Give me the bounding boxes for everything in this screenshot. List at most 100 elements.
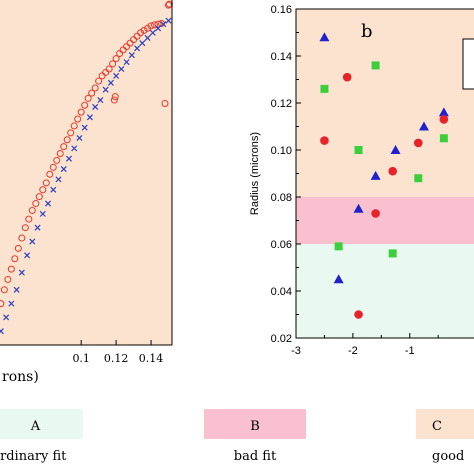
panel-a-circle-point xyxy=(21,224,29,232)
panel-b-triangle-point xyxy=(390,145,401,154)
panel-a-circle-point xyxy=(42,179,50,187)
panel-a-circle-point xyxy=(49,163,57,171)
panel-a-x-tick-label: 0.14 xyxy=(139,352,164,365)
panel-b-legend-box-edge xyxy=(462,38,474,90)
panel-b-y-tick-label: 0.04 xyxy=(271,286,292,298)
panel-b-circle-point xyxy=(413,138,423,148)
panel-a-cross-point xyxy=(8,300,15,307)
panel-a-circle-point xyxy=(67,129,75,137)
panel-b-square-point xyxy=(388,249,397,258)
panel-a-cross-point xyxy=(65,155,72,162)
panel-b-square-point xyxy=(414,174,423,183)
panel-b-circle-point xyxy=(439,115,449,124)
panel-a-circle-point xyxy=(0,286,8,294)
panel-b-circle-point xyxy=(342,72,352,82)
panel-a-circle-point xyxy=(32,200,40,208)
panel-b-triangle-point xyxy=(319,32,330,42)
legend-text-b: bad fit xyxy=(234,449,277,464)
panel-a-circle-point xyxy=(11,255,19,263)
panel-a-x-ticks: 0.1 0.12 0.14 xyxy=(72,340,163,365)
panel-a-circle-point xyxy=(111,93,119,101)
panel-b-triangle-point xyxy=(353,203,364,213)
panel-a-cross-point xyxy=(71,145,78,152)
panel-a-cross-point xyxy=(128,52,135,59)
panel-a-circle-point xyxy=(46,170,54,178)
panel-b: 0.020.040.060.080.100.120.140.16 -3 -2 -1 … xyxy=(249,4,474,357)
panel-b-y-tick-label: 0.12 xyxy=(271,98,292,110)
panel-a-cross-point xyxy=(155,25,162,32)
panel-a-cross-point xyxy=(123,59,130,66)
panel-a-cross-point xyxy=(144,34,151,41)
panel-b-x-tick-label: -3 xyxy=(291,345,301,357)
legend-key-b: B xyxy=(250,419,260,434)
panel-b-band-b xyxy=(296,197,474,244)
panel-a-circle-point xyxy=(151,21,159,29)
panel-a-circle-point xyxy=(91,84,99,92)
panel-a-circle-point xyxy=(110,96,118,104)
panel-b-square-point xyxy=(320,84,329,93)
panel-a-plot-area xyxy=(0,0,172,345)
panel-a-x-axis-label: rons) xyxy=(2,369,39,385)
legend-swatch-c xyxy=(416,409,474,439)
panel-a-circle-point xyxy=(81,101,89,109)
panel-b-triangle-point xyxy=(333,274,344,284)
panel-a-circle-point xyxy=(147,22,155,30)
panel-b-band-a xyxy=(296,244,474,338)
panel-b-y-tick-label: 0.14 xyxy=(271,51,292,63)
panel-b-points xyxy=(319,32,449,319)
panel-b-circle-point xyxy=(371,209,380,218)
panel-b-square-point xyxy=(439,134,448,143)
panel-a-circle-point xyxy=(88,89,96,97)
panel-b-triangle-point xyxy=(438,107,449,117)
panel-b-y-tick-label: 0.10 xyxy=(271,145,292,157)
panel-a-cross-point xyxy=(149,29,156,36)
legend-text-a: rdinary fit xyxy=(0,449,67,464)
legend-swatch-b xyxy=(204,409,306,439)
legend-text-c: good xyxy=(432,449,464,464)
panel-a-circle-point xyxy=(84,94,92,102)
panel-a-circle-point xyxy=(60,143,68,151)
panel-b-x-tick-label: -2 xyxy=(348,345,358,357)
panel-a-circle-point xyxy=(77,108,85,116)
panel-a-circle-point xyxy=(161,100,169,107)
panel-a-cross-point xyxy=(34,224,41,231)
panel-a-x-tick-label: 0.12 xyxy=(104,352,129,365)
panel-a-circle-point xyxy=(28,206,36,214)
panel-a-cross-point xyxy=(39,210,46,217)
panel-a-circle-point xyxy=(140,26,148,34)
panel-a-cross-point xyxy=(160,21,167,28)
panel-a-x-tick-label: 0.1 xyxy=(72,352,90,365)
panel-a-cross-point xyxy=(55,176,62,183)
panel-b-triangle-point xyxy=(370,170,381,180)
legend-key-c: C xyxy=(432,419,442,434)
panel-a-cross-point xyxy=(139,40,146,47)
panel-a-circle-point xyxy=(95,77,103,85)
panel-a-circle-point xyxy=(25,215,33,223)
panel-a-circle-point xyxy=(14,244,22,252)
panel-b-square-point xyxy=(371,61,380,70)
panel-a-circle-point xyxy=(70,122,78,130)
panel-a-cross-point xyxy=(18,269,25,276)
panel-b-circle-point xyxy=(388,166,397,176)
panel-b-square-point xyxy=(354,146,363,154)
panel-b-x-ticks: -3 -2 -1 xyxy=(291,333,439,357)
panel-a-cross-point xyxy=(60,166,67,173)
panel-a-circle-point xyxy=(53,156,61,164)
panel-b-y-tick-label: 0.16 xyxy=(271,4,292,16)
panel-a: 0.1 0.12 0.14 rons) xyxy=(0,0,173,385)
panel-a-circle-point xyxy=(74,115,82,123)
panel-a-cross-point xyxy=(50,186,57,193)
panel-b-letter: b xyxy=(361,21,373,42)
panel-b-y-ticks: 0.02 0.04 0.06 0.08 0.10 0.12 0.14 0.16 xyxy=(271,4,301,345)
panel-a-circle-point xyxy=(39,186,47,194)
panel-b-triangle-point xyxy=(418,121,429,131)
panel-a-cross-point xyxy=(102,86,109,93)
panel-b-square-point xyxy=(334,242,343,251)
panel-a-cross-point xyxy=(165,17,172,24)
panel-b-bands xyxy=(296,9,474,338)
panel-a-circle-point xyxy=(4,275,12,283)
panel-a-cross-point xyxy=(3,314,10,321)
panel-b-circle-point xyxy=(354,310,363,319)
